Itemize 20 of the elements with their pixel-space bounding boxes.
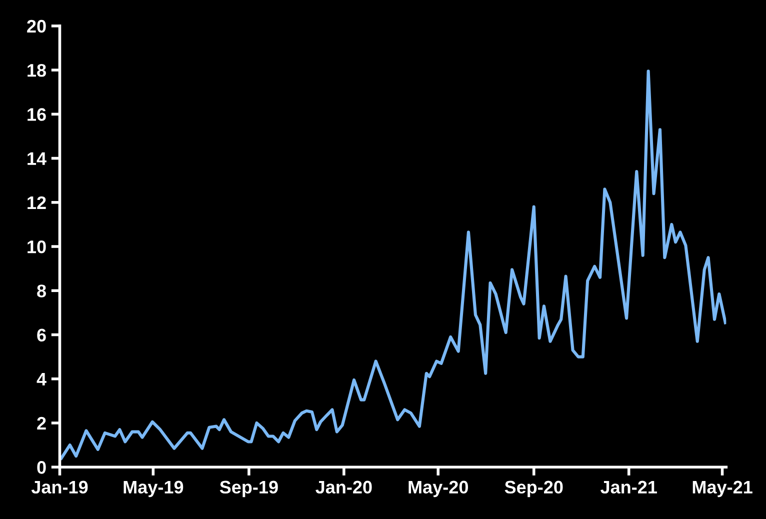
x-tick-label: May-20 (408, 480, 468, 498)
x-tick-label: May-21 (692, 480, 752, 498)
y-tick-label: 18 (28, 64, 46, 77)
x-tick-label: Sep-19 (220, 480, 278, 498)
y-tick-label: 6 (37, 328, 46, 342)
x-tick-label: Jan-21 (600, 480, 657, 494)
x-tick-label: Jan-19 (31, 480, 88, 494)
y-tick-label: 2 (37, 416, 46, 430)
y-tick-label: 0 (37, 461, 46, 474)
y-tick-label: 8 (37, 284, 46, 298)
y-tick-label: 4 (36, 372, 46, 386)
y-tick-label: 12 (28, 196, 46, 209)
x-tick-label: May-19 (124, 480, 184, 498)
line-series (60, 70, 726, 460)
y-tick-label: 16 (28, 108, 46, 121)
y-tick-label: 10 (28, 240, 46, 254)
x-tick-label: Jan-20 (316, 480, 372, 494)
x-tick-label: Sep-20 (504, 480, 563, 498)
y-tick-label: 20 (27, 20, 46, 33)
y-tick-label: 14 (28, 152, 46, 165)
